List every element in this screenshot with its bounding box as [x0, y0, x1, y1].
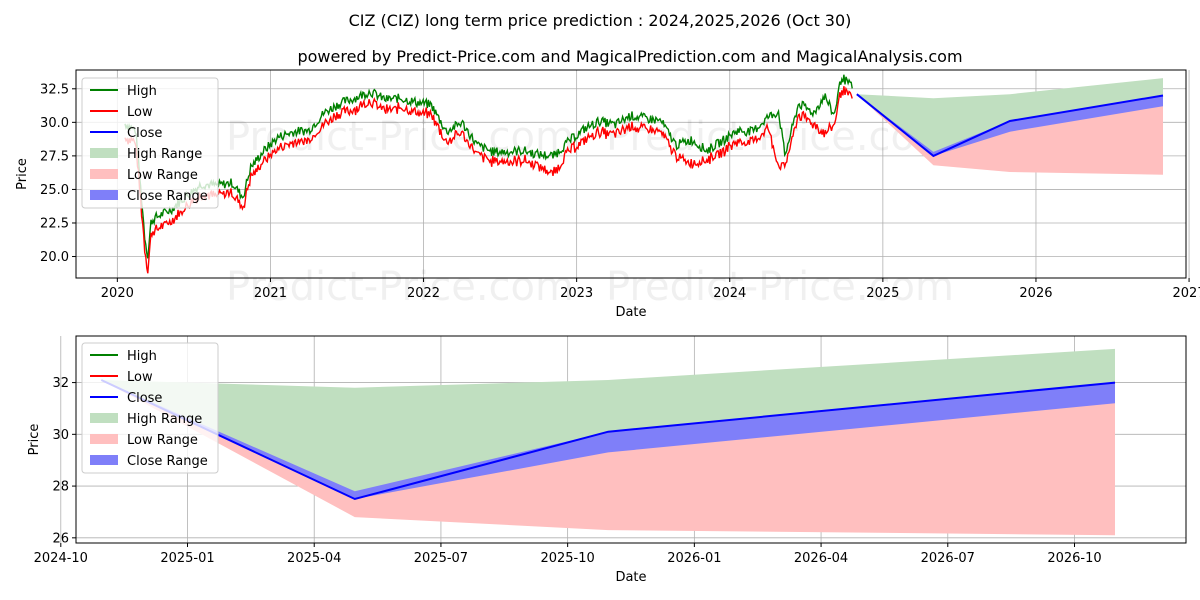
- x-axis-label: Date: [615, 570, 646, 585]
- overview-panel: Predict-Price.com Predict-Price.comPredic…: [15, 69, 1200, 320]
- legend-label: High Range: [127, 412, 202, 427]
- legend-label: High Range: [127, 147, 202, 162]
- plot-frame: [75, 335, 1187, 544]
- high-range-area: [101, 348, 1116, 499]
- legend-swatch: [90, 434, 118, 444]
- x-tick-label: 2027: [1173, 286, 1200, 301]
- y-tick-label: 30: [52, 428, 69, 443]
- chart-subtitle: powered by Predict-Price.com and Magical…: [297, 47, 962, 66]
- y-tick-label: 25.0: [40, 183, 69, 198]
- legend-label: Close Range: [127, 189, 208, 204]
- high-range-area: [856, 78, 1163, 156]
- legend-label: Low Range: [127, 433, 198, 448]
- low-line: [124, 86, 853, 274]
- y-tick-label: 32: [52, 376, 69, 391]
- close-line: [100, 379, 1116, 501]
- legend-swatch: [90, 169, 118, 179]
- legend-swatch: [90, 413, 118, 423]
- high-line: [124, 74, 853, 259]
- y-axis-label: Price: [27, 424, 42, 456]
- legend: High Low Close High Range Low Range Close Ran…: [81, 342, 219, 474]
- y-tick-label: 32.5: [40, 82, 69, 97]
- x-tick-label: 2021: [254, 286, 287, 301]
- y-tick-label: 28: [52, 480, 69, 495]
- x-axis-label: Date: [615, 305, 646, 320]
- x-tick-label: 2026: [1019, 286, 1052, 301]
- x-tick-label: 2025-04: [287, 551, 341, 566]
- legend-label: Low Range: [127, 168, 198, 183]
- x-tick-label: 2024-10: [34, 551, 88, 566]
- x-tick-label: 2020: [101, 286, 134, 301]
- x-tick-label: 2025: [866, 286, 899, 301]
- x-tick-label: 2023: [560, 286, 593, 301]
- y-tick-label: 20.0: [40, 250, 69, 265]
- legend-label: High: [127, 349, 157, 364]
- chart-title: CIZ (CIZ) long term price prediction : 2…: [349, 11, 852, 30]
- y-tick-label: 30.0: [40, 116, 69, 131]
- x-tick-label: 2025-07: [414, 551, 468, 566]
- x-tick-label: 2025-01: [160, 551, 214, 566]
- y-tick-label: 26: [52, 531, 69, 546]
- legend-label: Low: [127, 105, 153, 120]
- close-range-area: [856, 94, 1163, 156]
- y-tick-label: 22.5: [40, 216, 69, 231]
- legend-label: Close Range: [127, 454, 208, 469]
- x-tick-label: 2025-10: [540, 551, 594, 566]
- close-range-area: [101, 380, 1116, 499]
- legend-label: Low: [127, 370, 153, 385]
- watermark-text: Predict-Price.com: [226, 264, 574, 310]
- y-axis-label: Price: [15, 158, 30, 190]
- x-tick-label: 2024: [713, 286, 746, 301]
- close-line: [856, 93, 1164, 158]
- legend-label: Close: [127, 126, 162, 141]
- x-tick-label: 2026-07: [921, 551, 975, 566]
- legend-swatch: [90, 190, 118, 200]
- x-tick-label: 2022: [407, 286, 440, 301]
- forecast-zoom-panel: Predict-Price.comPredict-Price.com2024-1…: [27, 335, 1187, 585]
- legend-label: High: [127, 84, 157, 99]
- watermark-text: Predict-Price.com: [606, 264, 954, 310]
- legend-swatch: [90, 148, 118, 158]
- legend: High Low Close High Range Low Range Close Ran…: [81, 77, 219, 209]
- legend-label: Close: [127, 391, 162, 406]
- x-tick-label: 2026-10: [1047, 551, 1101, 566]
- legend-swatch: [90, 455, 118, 465]
- plot-frame: [75, 69, 1187, 279]
- x-tick-label: 2026-04: [794, 551, 848, 566]
- y-tick-label: 27.5: [40, 149, 69, 164]
- x-tick-label: 2026-01: [667, 551, 721, 566]
